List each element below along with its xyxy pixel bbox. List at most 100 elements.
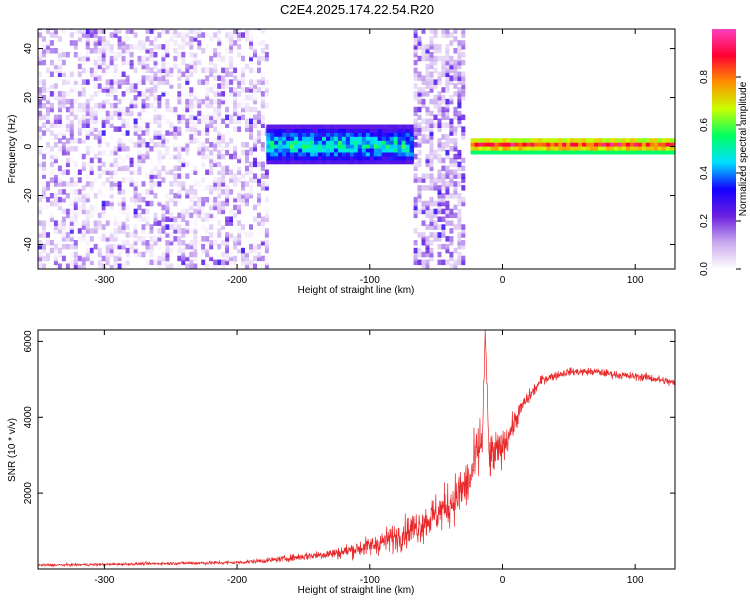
spectrogram-cell xyxy=(221,118,226,124)
spectrogram-cell xyxy=(266,140,271,145)
spectrogram-cell xyxy=(245,122,249,128)
spectrogram-cell xyxy=(209,212,214,219)
spectrogram-cell xyxy=(153,44,158,50)
spectrogram-cell xyxy=(177,83,182,89)
spectrogram-cell xyxy=(185,122,190,128)
spectrogram-cell xyxy=(445,165,450,172)
spectrogram-cell xyxy=(42,134,46,140)
spectrogram-cell xyxy=(77,29,82,34)
spectrogram-cell xyxy=(530,142,535,147)
spectrogram-cell xyxy=(213,200,218,207)
spectrogram-cell xyxy=(449,55,454,62)
spectrogram-cell xyxy=(502,142,507,147)
spectrogram-cell xyxy=(121,130,126,136)
spectrogram-cell xyxy=(57,114,62,121)
spectrogram-cell xyxy=(145,63,150,70)
spectrogram-cell xyxy=(125,189,130,195)
spectrogram-cell xyxy=(237,153,242,160)
spectrogram-cell xyxy=(373,151,379,157)
spectrogram-cell xyxy=(229,216,234,222)
spectrogram-cell xyxy=(89,114,94,121)
spectrogram-cell xyxy=(453,83,458,89)
spectrogram-cell xyxy=(169,130,174,136)
colorbar-tick-label: 0.8 xyxy=(699,70,710,84)
spectrogram-cell xyxy=(302,136,307,141)
spectrogram-cell xyxy=(270,132,275,137)
spectrogram-cell xyxy=(97,87,102,93)
spectrogram-cell xyxy=(209,55,214,62)
spectrogram-cell xyxy=(453,153,458,160)
spectrogram-cell xyxy=(598,142,603,147)
spectrogram-cell xyxy=(101,149,106,156)
spectrogram-cell xyxy=(229,48,234,54)
spectrogram-cell xyxy=(113,181,118,187)
spectrogram-cell xyxy=(177,212,182,219)
spectrogram-cell xyxy=(173,146,178,152)
spectrogram-cell xyxy=(65,98,70,105)
spectrogram-cell xyxy=(65,36,70,42)
spectrogram-cell xyxy=(566,142,571,147)
spectrogram-cell xyxy=(181,157,186,164)
spectrogram-cell xyxy=(249,185,253,191)
spectrogram-cell xyxy=(449,122,454,128)
spectrogram-cell xyxy=(205,91,210,97)
spectrogram-cell xyxy=(161,259,166,266)
spectrogram-cell xyxy=(437,71,442,77)
spectrogram-cell xyxy=(101,51,106,58)
spectrogram-cell xyxy=(125,51,130,58)
spectrogram-cell xyxy=(46,48,50,54)
spectrogram-cell xyxy=(429,149,434,156)
spectrogram-cell xyxy=(337,140,343,145)
spectrogram-cell xyxy=(282,140,287,145)
spectrogram-cell xyxy=(433,177,438,183)
spectrogram-cell xyxy=(169,83,174,89)
spectrogram-cell xyxy=(105,169,110,175)
spectrogram-cell xyxy=(189,29,194,34)
spectrogram-cell xyxy=(526,138,531,143)
spectrogram-cell xyxy=(121,110,126,117)
spectrogram-cell xyxy=(282,159,287,165)
spectrogram-cell xyxy=(393,132,399,137)
spectrogram-cell xyxy=(233,118,238,124)
spectrogram-cell xyxy=(429,110,434,117)
spectrogram-cell xyxy=(318,128,323,133)
spectrogram-cell xyxy=(413,161,418,168)
spectrogram-cell xyxy=(318,132,323,137)
spectrogram-cell xyxy=(229,146,234,152)
spectrogram-cell xyxy=(161,51,166,58)
spectrogram-cell xyxy=(125,165,130,172)
spectrogram-cell xyxy=(85,110,90,117)
spectrogram-cell xyxy=(209,102,214,109)
spectrogram-cell xyxy=(197,67,202,74)
spectrogram-cell xyxy=(57,263,62,269)
spectrogram-cell xyxy=(221,79,226,85)
spectrogram-cell xyxy=(46,75,50,81)
spectrogram-cell xyxy=(625,138,631,143)
spectrogram-cell xyxy=(85,240,90,246)
spectrogram-cell xyxy=(229,251,234,258)
spectrogram-cell xyxy=(165,67,170,74)
spectrogram-cell xyxy=(173,236,178,242)
spectrogram-cell xyxy=(253,95,257,101)
spectrogram-cell xyxy=(433,185,438,191)
spectrogram-cell xyxy=(97,142,102,148)
spectrogram-cell xyxy=(478,142,484,147)
spectrogram-cell xyxy=(425,91,430,97)
spectrogram-cell xyxy=(145,153,150,160)
spectrogram-cell xyxy=(49,79,54,85)
spectrogram-cell xyxy=(89,106,94,113)
spectrogram-cell xyxy=(385,148,391,153)
spectrogram-cell xyxy=(264,181,269,187)
spectrogram-cell xyxy=(421,177,426,183)
spectrogram-cell xyxy=(437,177,442,183)
spectrogram-cell xyxy=(69,87,74,93)
spectrogram-cell xyxy=(653,142,659,147)
spectrogram-cell xyxy=(213,106,218,113)
spectrogram-cell xyxy=(282,144,287,149)
spectrogram-cell xyxy=(457,251,462,258)
spectrogram-cell xyxy=(649,146,655,151)
spectrogram-cell xyxy=(502,138,507,143)
spectrogram-cell xyxy=(133,32,138,38)
spectrogram-cell xyxy=(129,87,134,93)
spectrogram-cell xyxy=(185,102,190,109)
